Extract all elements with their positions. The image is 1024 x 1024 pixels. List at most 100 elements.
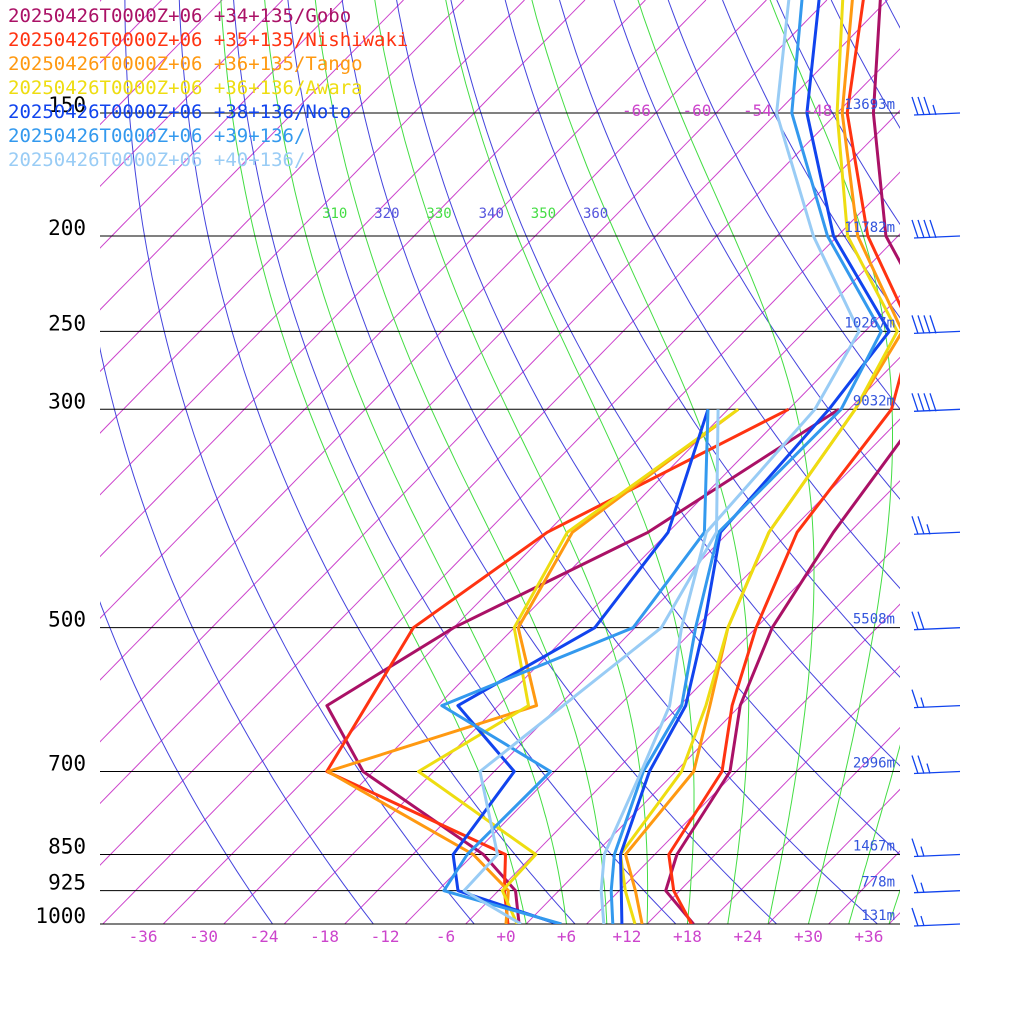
series-dewpoint-line: [326, 408, 740, 924]
theta-label: 360: [583, 206, 608, 222]
series-dewpoint-line: [417, 408, 740, 924]
dry-adiabat: [776, 0, 900, 226]
isotherm: [646, 665, 900, 924]
dry-adiabat: [504, 0, 900, 678]
isotherm: [950, 0, 1024, 924]
wind-barb: [911, 755, 961, 775]
temperature-tick-label: -24: [250, 927, 279, 946]
sounding-traces: [325, 0, 900, 924]
moist-adiabat: [888, 888, 900, 924]
wind-barb: [911, 907, 961, 927]
background-lines: [100, 0, 1024, 924]
legend-entry-nishiwaki: 20250426T0000Z+06 +35+135/Nishiwaki: [8, 29, 409, 51]
pressure-label: 925: [48, 871, 86, 895]
isotherm: [404, 418, 900, 924]
wind-barb: [911, 516, 961, 535]
temperature-tick-label: +0: [496, 927, 515, 946]
isotherm: [100, 48, 900, 866]
height-label: 13693m: [844, 97, 895, 113]
moist-adiabat: [264, 0, 567, 924]
dry-adiabat: [722, 0, 900, 319]
wind-barb: [911, 219, 961, 239]
series-dewpoint-line: [451, 408, 710, 924]
moist-adiabat: [374, 0, 649, 924]
isotherm: [100, 0, 767, 681]
dry-adiabat: [667, 0, 900, 410]
legend-entry-39-136: 20250426T0000Z+06 +39+136/: [8, 125, 306, 147]
pressure-label: 500: [48, 608, 86, 632]
theta-label: 310: [322, 206, 347, 222]
wind-barbs: [911, 96, 961, 927]
series-dewpoint-line: [440, 409, 710, 924]
height-label: 778m: [861, 875, 895, 891]
height-label: 9032m: [853, 393, 895, 409]
theta-label: 340: [479, 206, 504, 222]
isotherm: [707, 726, 900, 924]
isotherm: [102, 109, 900, 924]
height-label: 1467m: [853, 839, 895, 855]
isotherm: [100, 0, 344, 249]
isotherm-label: -66: [622, 101, 651, 120]
wind-barb: [911, 611, 961, 631]
legend-entry-noto: 20250426T0000Z+06 +38+136/Noto: [8, 101, 352, 123]
wind-barb: [911, 874, 961, 894]
wind-barb: [911, 315, 961, 335]
isotherm: [525, 541, 900, 924]
dry-adiabat: [450, 0, 900, 767]
dry-adiabat: [940, 0, 1024, 924]
height-label: 5508m: [853, 612, 895, 628]
temperature-tick-label: -30: [189, 927, 218, 946]
legend-entry-awara: 20250426T0000Z+06 +36+136/Awara: [8, 77, 363, 99]
isotherm-label: -60: [683, 101, 712, 120]
temperature-tick-label: +24: [733, 927, 762, 946]
isotherm: [100, 0, 404, 311]
temperature-tick-label: -12: [371, 927, 400, 946]
isotherm: [100, 0, 828, 743]
isotherm: [100, 0, 465, 373]
height-label: 131m: [861, 908, 895, 924]
legend-entry-40-136: 20250426T0000Z+06 +40+136/: [8, 149, 306, 171]
temperature-tick-label: +36: [854, 927, 883, 946]
temperature-tick-label: -36: [129, 927, 158, 946]
temperature-tick-label: +6: [557, 927, 576, 946]
isotherm: [344, 356, 900, 924]
theta-label: 320: [374, 206, 399, 222]
isotherm: [465, 480, 900, 924]
pressure-label: 250: [48, 311, 86, 335]
dry-adiabat: [994, 0, 1024, 924]
temperature-tick-label: +30: [794, 927, 823, 946]
moist-adiabat: [637, 0, 815, 924]
dry-adiabat: [100, 346, 374, 924]
dry-adiabat: [559, 0, 900, 590]
isotherm: [223, 233, 900, 924]
wind-barb: [911, 393, 961, 412]
dry-adiabat: [613, 0, 900, 500]
temperature-tick-label: -18: [310, 927, 339, 946]
isotherm: [100, 0, 525, 434]
isotherm: [100, 0, 283, 188]
temperature-tick-label: -6: [436, 927, 455, 946]
series-temperature-line: [619, 0, 891, 924]
moist-adiabat: [769, 0, 893, 924]
isotherm: [162, 171, 900, 924]
isotherm-label: -54: [743, 101, 772, 120]
height-label: 10267m: [844, 315, 895, 331]
dry-adiabat: [885, 0, 900, 29]
isotherm: [100, 0, 888, 805]
theta-label: 330: [426, 206, 451, 222]
pressure-label: 850: [48, 835, 86, 859]
isotherm: [1010, 0, 1024, 924]
isotherm: [767, 788, 900, 924]
height-label: 2996m: [853, 756, 895, 772]
moist-adiabat: [531, 0, 750, 924]
moist-adiabat: [848, 744, 900, 924]
series-temperature-line: [599, 0, 861, 924]
isotherm: [283, 294, 900, 924]
moist-adiabat: [314, 0, 608, 924]
series-dewpoint-line: [462, 409, 720, 924]
moist-adiabat: [445, 0, 695, 924]
series-temperature-line: [609, 0, 883, 924]
temperature-tick-label: +12: [613, 927, 642, 946]
wind-barb: [911, 96, 961, 116]
